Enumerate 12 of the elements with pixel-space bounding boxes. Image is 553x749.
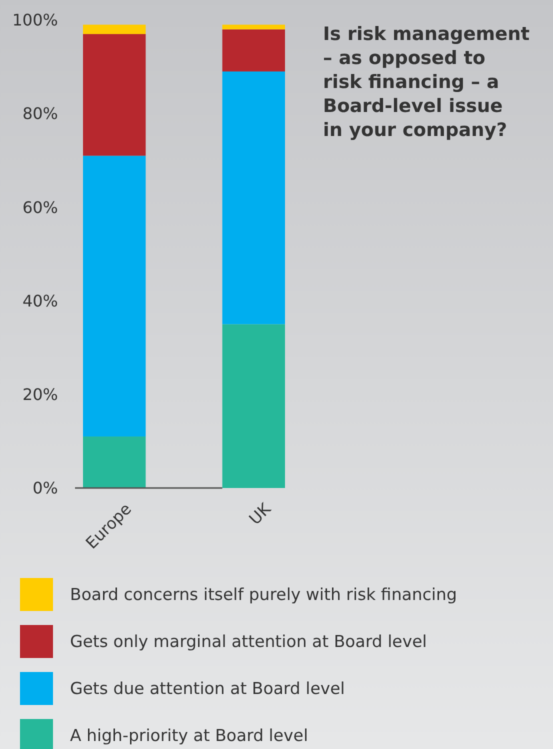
legend-label: Board concerns itself purely with risk financing	[70, 584, 457, 604]
y-tick-label: 60%	[22, 198, 58, 217]
x-tick-label: UK	[245, 498, 275, 528]
legend-label: Gets only marginal attention at Board level	[70, 632, 427, 651]
y-tick-label: 0%	[32, 478, 58, 498]
legend-label: A high-priority at Board level	[70, 726, 308, 745]
y-tick-label: 40%	[22, 291, 58, 310]
y-tick-label: 100%	[12, 10, 58, 30]
text: Is risk management – as opposed to risk financing – a Board-level issue in your company?	[323, 24, 530, 141]
y-tick-label: 80%	[22, 104, 58, 124]
legend-label: Gets due attention at Board level	[70, 678, 345, 698]
y-tick-label: 20%	[22, 385, 58, 404]
